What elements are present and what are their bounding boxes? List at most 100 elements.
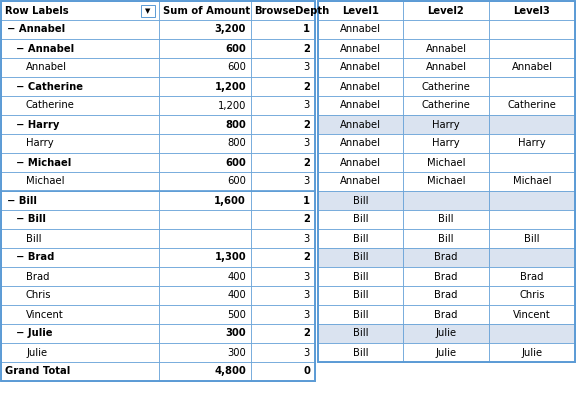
Bar xyxy=(489,77,575,96)
Text: Chris: Chris xyxy=(519,290,545,301)
Bar xyxy=(489,58,575,77)
Text: Level1: Level1 xyxy=(342,5,379,16)
Text: − Brad: − Brad xyxy=(16,253,54,262)
Bar xyxy=(159,305,251,324)
Bar xyxy=(251,96,315,115)
Text: Harry: Harry xyxy=(26,138,54,149)
Text: Sum of Amount: Sum of Amount xyxy=(163,5,250,16)
Bar xyxy=(159,324,251,343)
Text: 1,600: 1,600 xyxy=(214,195,246,206)
Bar xyxy=(489,248,575,267)
Text: Bill: Bill xyxy=(353,310,368,319)
Text: 3: 3 xyxy=(304,138,310,149)
Text: Annabel: Annabel xyxy=(340,62,381,73)
Text: BrowseDepth: BrowseDepth xyxy=(254,5,329,16)
Bar xyxy=(1,305,159,324)
Text: Grand Total: Grand Total xyxy=(5,366,70,377)
Text: Harry: Harry xyxy=(432,120,460,129)
Text: 3: 3 xyxy=(304,271,310,282)
Text: Michael: Michael xyxy=(26,177,65,186)
Text: Chris: Chris xyxy=(26,290,51,301)
Bar xyxy=(489,134,575,153)
Text: 2: 2 xyxy=(303,215,310,224)
Text: Julie: Julie xyxy=(26,348,47,357)
Bar xyxy=(159,39,251,58)
Bar xyxy=(251,153,315,172)
Text: 2: 2 xyxy=(303,328,310,339)
Bar xyxy=(318,77,403,96)
Bar xyxy=(251,115,315,134)
Bar xyxy=(141,5,155,17)
Text: 1,200: 1,200 xyxy=(218,100,246,111)
Bar xyxy=(251,58,315,77)
Bar xyxy=(159,210,251,229)
Bar xyxy=(403,153,489,172)
Bar xyxy=(403,248,489,267)
Text: − Bill: − Bill xyxy=(7,195,37,206)
Bar xyxy=(1,1,159,20)
Bar xyxy=(403,96,489,115)
Bar xyxy=(318,58,403,77)
Text: Catherine: Catherine xyxy=(422,100,470,111)
Bar xyxy=(403,305,489,324)
Text: Bill: Bill xyxy=(353,348,368,357)
Bar xyxy=(251,324,315,343)
Text: 300: 300 xyxy=(227,348,246,357)
Text: Catherine: Catherine xyxy=(26,100,75,111)
Text: Annabel: Annabel xyxy=(340,138,381,149)
Bar xyxy=(1,153,159,172)
Text: 400: 400 xyxy=(227,290,246,301)
Text: Brad: Brad xyxy=(26,271,50,282)
Text: − Harry: − Harry xyxy=(16,120,59,129)
Bar xyxy=(403,77,489,96)
Text: 500: 500 xyxy=(227,310,246,319)
Bar xyxy=(251,191,315,210)
Bar xyxy=(318,324,403,343)
Bar xyxy=(403,172,489,191)
Text: 3: 3 xyxy=(304,100,310,111)
Bar xyxy=(1,1,315,381)
Bar xyxy=(159,267,251,286)
Text: 600: 600 xyxy=(227,177,246,186)
Bar xyxy=(1,267,159,286)
Text: Catherine: Catherine xyxy=(508,100,556,111)
Bar xyxy=(318,286,403,305)
Text: Annabel: Annabel xyxy=(340,157,381,168)
Bar xyxy=(1,248,159,267)
Text: Bill: Bill xyxy=(353,233,368,244)
Text: 3: 3 xyxy=(304,233,310,244)
Bar xyxy=(1,324,159,343)
Bar xyxy=(318,153,403,172)
Text: Bill: Bill xyxy=(26,233,42,244)
Text: Bill: Bill xyxy=(353,290,368,301)
Bar xyxy=(251,172,315,191)
Bar xyxy=(318,172,403,191)
Text: 400: 400 xyxy=(227,271,246,282)
Text: 1: 1 xyxy=(303,24,310,35)
Text: 1: 1 xyxy=(303,195,310,206)
Bar xyxy=(403,324,489,343)
Bar xyxy=(403,58,489,77)
Bar xyxy=(251,1,315,20)
Bar xyxy=(251,134,315,153)
Text: Annabel: Annabel xyxy=(340,177,381,186)
Text: Bill: Bill xyxy=(524,233,539,244)
Bar xyxy=(1,96,159,115)
Bar xyxy=(1,77,159,96)
Text: 3: 3 xyxy=(304,310,310,319)
Text: 2: 2 xyxy=(303,44,310,53)
Text: Michael: Michael xyxy=(427,157,465,168)
Text: Vincent: Vincent xyxy=(26,310,63,319)
Bar xyxy=(403,210,489,229)
Bar xyxy=(159,229,251,248)
Bar xyxy=(403,267,489,286)
Bar xyxy=(159,58,251,77)
Bar xyxy=(403,39,489,58)
Text: Bill: Bill xyxy=(353,271,368,282)
Bar xyxy=(159,96,251,115)
Bar xyxy=(1,172,159,191)
Bar xyxy=(403,286,489,305)
Text: Brad: Brad xyxy=(434,271,458,282)
Bar xyxy=(489,1,575,20)
Text: Annabel: Annabel xyxy=(26,62,67,73)
